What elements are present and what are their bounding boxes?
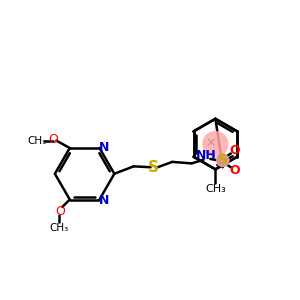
Text: S: S [218, 153, 228, 167]
Text: S: S [148, 160, 158, 175]
Text: ×: × [206, 136, 216, 149]
Text: O: O [230, 164, 240, 177]
Text: CH₃: CH₃ [205, 184, 226, 194]
Text: NH: NH [196, 149, 216, 162]
Text: N: N [99, 194, 109, 207]
Circle shape [216, 154, 230, 167]
Text: CH₃: CH₃ [50, 223, 69, 233]
Text: O: O [55, 205, 65, 218]
Text: N: N [99, 141, 109, 154]
Text: O: O [230, 144, 240, 157]
Circle shape [202, 131, 229, 157]
Text: CH₃: CH₃ [27, 136, 47, 146]
Text: O: O [48, 133, 58, 146]
